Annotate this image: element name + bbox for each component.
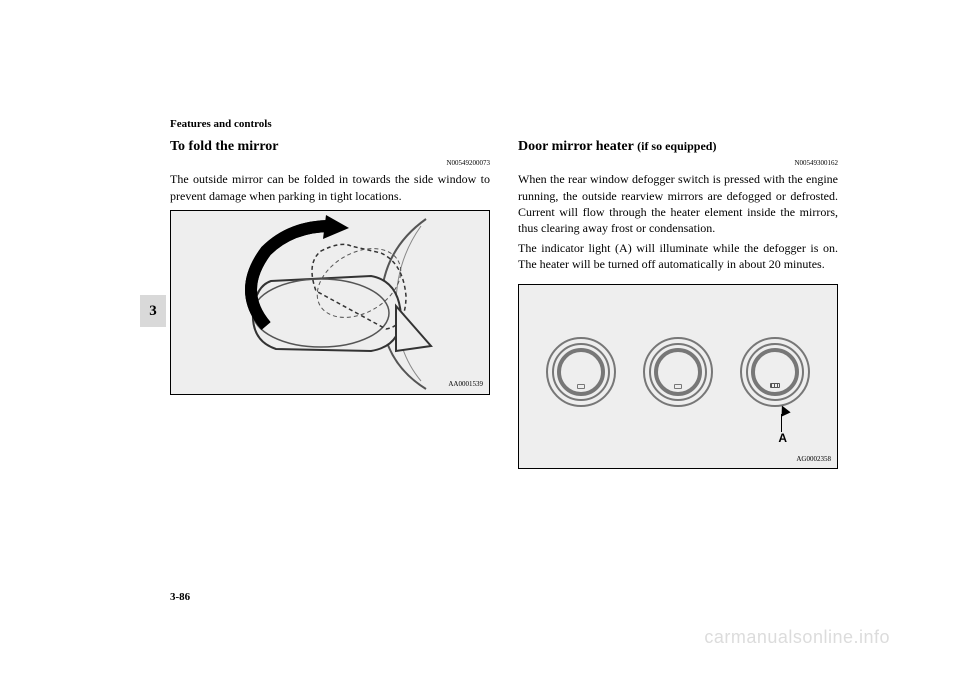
right-figure-id: AG0002358 — [796, 455, 831, 464]
dial-row — [519, 285, 837, 468]
right-title-main: Door mirror heater — [518, 139, 637, 154]
right-paragraph-1: When the rear window defogger switch is … — [518, 171, 838, 236]
manual-page: Features and controls 3 To fold the mirr… — [0, 0, 960, 678]
dial-notch-icon — [577, 384, 585, 389]
right-code: N00549300162 — [518, 159, 838, 168]
left-column: To fold the mirror N00549200073 The outs… — [170, 138, 490, 469]
mirror-fold-figure: AA0001539 — [170, 210, 490, 395]
left-title: To fold the mirror — [170, 138, 490, 157]
left-paragraph-1: The outside mirror can be folded in towa… — [170, 171, 490, 203]
left-code: N00549200073 — [170, 159, 490, 168]
climate-dial-1 — [546, 337, 616, 407]
right-title: Door mirror heater (if so equipped) — [518, 138, 838, 157]
climate-dial-3 — [740, 337, 810, 407]
indicator-label-a: A — [778, 430, 787, 446]
section-header: Features and controls — [170, 118, 272, 130]
watermark-text: carmanualsonline.info — [704, 627, 890, 648]
defogger-icon — [770, 383, 780, 388]
right-title-sub: (if so equipped) — [637, 139, 716, 153]
content-columns: To fold the mirror N00549200073 The outs… — [170, 138, 840, 469]
climate-dial-2 — [643, 337, 713, 407]
right-paragraph-2: The indicator light (A) will illuminate … — [518, 240, 838, 272]
defogger-dials-figure: A AG0002358 — [518, 284, 838, 469]
chapter-tab: 3 — [140, 295, 166, 327]
page-number: 3-86 — [170, 591, 190, 603]
right-column: Door mirror heater (if so equipped) N005… — [518, 138, 838, 469]
dial-notch-icon — [674, 384, 682, 389]
left-figure-id: AA0001539 — [448, 380, 483, 389]
mirror-fold-svg — [171, 211, 489, 394]
